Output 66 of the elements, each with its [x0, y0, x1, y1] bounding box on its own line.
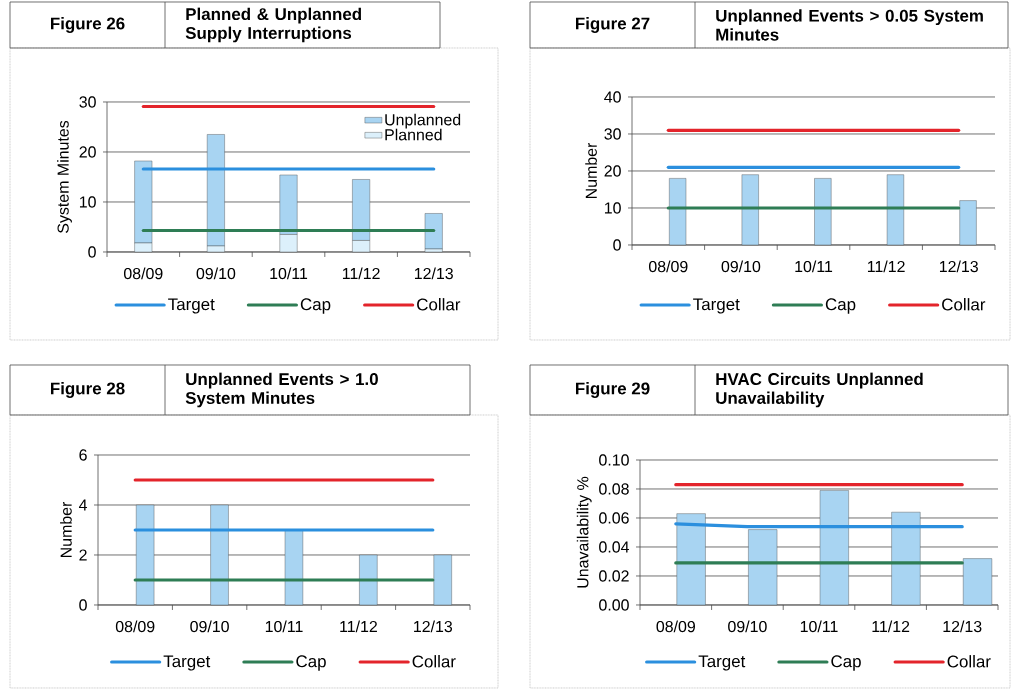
legend-label: Planned — [385, 128, 442, 141]
chart-subtitle: Planned & Unplanned Supply Interruptions — [185, 7, 361, 43]
legend-label: Cap — [825, 298, 856, 314]
y-axis-title: Number — [60, 501, 72, 558]
y-tick-label: 0.02 — [599, 570, 629, 582]
y-tick-label: 0 — [613, 239, 621, 251]
x-tick-label: 10/11 — [270, 267, 308, 280]
chart-subtitle: Unplanned Events > 0.05 System Minutes — [716, 9, 983, 41]
x-tick-label: 09/10 — [190, 620, 229, 633]
x-tick-label: 09/10 — [721, 260, 761, 273]
legend-label: Target — [698, 655, 746, 671]
legend-label: Collar — [412, 655, 456, 668]
legend-label: Target — [163, 655, 211, 671]
x-tick-label: 08/09 — [648, 260, 688, 273]
y-tick-label: 30 — [79, 96, 96, 108]
chart-title: Figure 28 — [51, 382, 125, 398]
y-axis-title: Unavailability % — [576, 476, 592, 588]
x-tick-label: 09/10 — [728, 620, 767, 633]
legend-label: Target — [168, 298, 215, 314]
bar — [424, 213, 443, 250]
y-tick-label: 20 — [79, 146, 96, 158]
chart-subtitle: HVAC Circuits Unplanned Unavailability — [716, 372, 923, 408]
legend-label: Collar — [947, 655, 991, 668]
legend-label: Cap — [831, 655, 861, 671]
y-tick-label: 30 — [604, 128, 621, 140]
y-tick-label: 0 — [79, 599, 87, 611]
x-tick-label: 10/11 — [795, 260, 833, 273]
x-tick-label: 10/11 — [800, 620, 838, 633]
y-tick-label: 6 — [79, 449, 87, 461]
x-tick-label: 11/12 — [340, 620, 377, 633]
y-axis-title: System Minutes — [57, 120, 72, 233]
y-tick-label: 0.06 — [599, 512, 629, 524]
y-tick-label: 4 — [78, 499, 88, 511]
x-tick-label: 08/09 — [123, 267, 163, 280]
legend-label: Cap — [296, 655, 326, 671]
y-tick-label: 0 — [88, 246, 96, 258]
y-tick-label: 0.04 — [599, 541, 630, 553]
x-tick-label: 08/09 — [115, 620, 155, 633]
y-tick-label: 20 — [604, 165, 621, 177]
x-tick-label: 12/13 — [414, 620, 453, 633]
y-tick-label: 10 — [79, 196, 96, 208]
chart-title: Figure 26 — [51, 17, 125, 33]
chart-title: Figure 29 — [576, 382, 650, 398]
x-tick-label: 08/09 — [656, 620, 695, 633]
y-tick-label: 0.00 — [599, 599, 629, 611]
x-tick-label: 09/10 — [196, 267, 236, 280]
chart-subtitle: Unplanned Events > 1.0 System Minutes — [185, 372, 378, 408]
legend-label: Unplanned — [385, 113, 461, 129]
legend-label: Target — [693, 298, 740, 314]
y-tick-label: 0.10 — [599, 454, 629, 466]
legend-label: Cap — [300, 298, 331, 314]
x-tick-label: 10/11 — [265, 620, 303, 633]
legend-label: Collar — [417, 298, 461, 311]
x-tick-label: 12/13 — [414, 267, 453, 280]
y-tick-label: 10 — [604, 202, 621, 214]
x-tick-label: 11/12 — [872, 620, 910, 633]
legend-label: Collar — [942, 298, 986, 311]
chart-title: Figure 27 — [576, 17, 650, 33]
x-tick-label: 12/13 — [939, 260, 978, 273]
y-tick-label: 2 — [79, 549, 87, 561]
x-tick-label: 11/12 — [867, 260, 905, 273]
x-tick-label: 11/12 — [342, 267, 380, 280]
y-tick-label: 0.08 — [599, 483, 629, 495]
x-tick-label: 12/13 — [943, 620, 982, 633]
y-tick-label: 40 — [604, 91, 621, 103]
y-axis-title: Number — [585, 142, 597, 199]
